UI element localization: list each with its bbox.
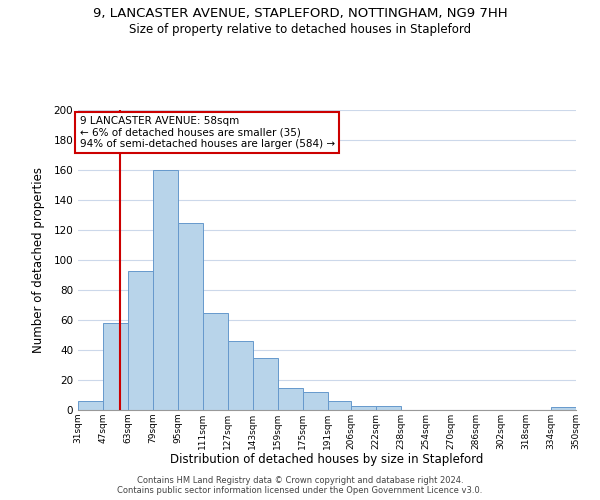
Text: Distribution of detached houses by size in Stapleford: Distribution of detached houses by size … (170, 452, 484, 466)
Bar (128, 270, 153, 410)
Text: 9 LANCASTER AVENUE: 58sqm
← 6% of detached houses are smaller (35)
94% of semi-d: 9 LANCASTER AVENUE: 58sqm ← 6% of detach… (80, 116, 335, 149)
Bar (351, 406, 376, 410)
Text: 9, LANCASTER AVENUE, STAPLEFORD, NOTTINGHAM, NG9 7HH: 9, LANCASTER AVENUE, STAPLEFORD, NOTTING… (92, 8, 508, 20)
Bar (103, 323, 128, 410)
Text: Contains HM Land Registry data © Crown copyright and database right 2024.
Contai: Contains HM Land Registry data © Crown c… (118, 476, 482, 495)
Bar (253, 358, 278, 410)
Bar (178, 222, 203, 410)
Bar (153, 170, 178, 410)
Bar (551, 407, 576, 410)
Bar (78, 401, 103, 410)
Bar (376, 406, 401, 410)
Bar (328, 401, 351, 410)
Y-axis label: Number of detached properties: Number of detached properties (32, 167, 45, 353)
Bar (203, 312, 228, 410)
Text: Size of property relative to detached houses in Stapleford: Size of property relative to detached ho… (129, 22, 471, 36)
Bar (303, 392, 328, 410)
Bar (278, 388, 303, 410)
Bar (228, 341, 253, 410)
